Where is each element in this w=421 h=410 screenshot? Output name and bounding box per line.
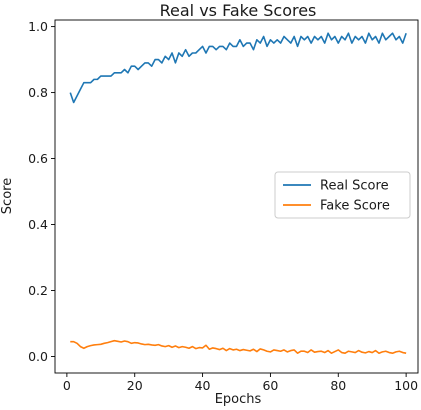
y-tick-label: 0.2 bbox=[28, 283, 48, 298]
x-tick-label: 80 bbox=[330, 378, 346, 393]
x-tick-label: 60 bbox=[262, 378, 278, 393]
x-axis-label: Epochs bbox=[215, 392, 262, 407]
y-tick-label: 0.6 bbox=[28, 151, 48, 166]
x-axis: 0 20 40 60 80 100 bbox=[63, 373, 418, 393]
plot-frame bbox=[54, 19, 419, 374]
legend-label: Real Score bbox=[320, 179, 389, 194]
y-tick-label: 0.0 bbox=[28, 349, 48, 364]
x-tick-label: 100 bbox=[394, 378, 418, 393]
plot-area bbox=[54, 19, 419, 374]
series-line-real-score bbox=[69, 32, 407, 104]
legend-label: Fake Score bbox=[320, 199, 390, 214]
series-line-fake-score bbox=[70, 339, 407, 355]
x-tick-label: 40 bbox=[195, 378, 211, 393]
chart-title: Real vs Fake Scores bbox=[160, 1, 317, 20]
y-tick-label: 0.4 bbox=[28, 217, 48, 232]
y-tick-label: 1.0 bbox=[28, 19, 48, 34]
y-axis: 0.0 0.2 0.4 0.6 0.8 1.0 bbox=[28, 19, 55, 364]
y-tick-label: 0.8 bbox=[28, 85, 48, 100]
x-tick-label: 0 bbox=[63, 378, 71, 393]
legend-box bbox=[274, 171, 411, 219]
y-axis-label: Score bbox=[0, 178, 15, 214]
x-tick-label: 20 bbox=[127, 378, 143, 393]
legend: Real Score Fake Score bbox=[274, 171, 411, 219]
